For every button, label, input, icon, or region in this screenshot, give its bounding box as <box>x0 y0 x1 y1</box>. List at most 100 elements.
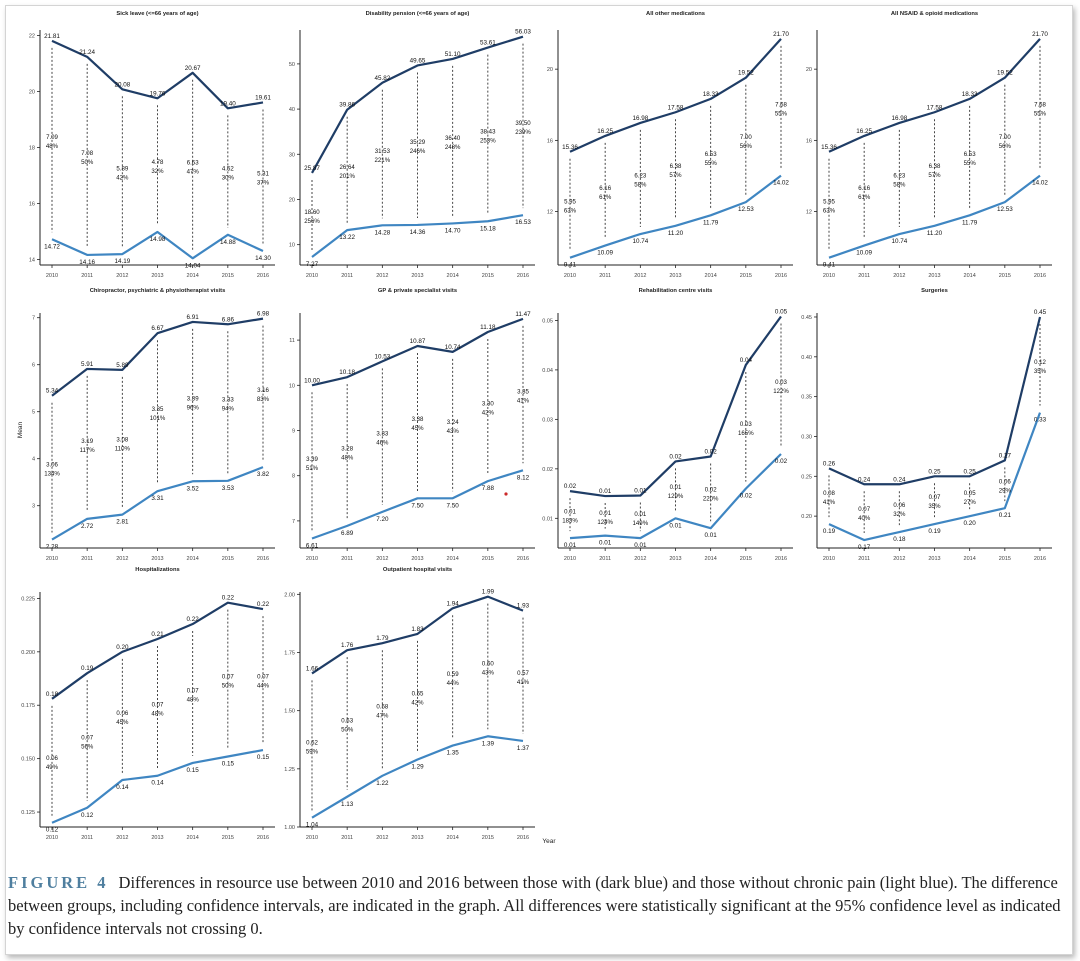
percent-label: 63% <box>823 208 836 215</box>
value-label-without-pain: 0.14 <box>116 784 129 791</box>
value-label-with-pain: 10.87 <box>410 338 426 345</box>
percent-label: 201% <box>339 173 355 180</box>
y-tick-label: 20 <box>806 67 812 73</box>
y-tick-label: 0.04 <box>542 368 553 374</box>
difference-label: 18.60 <box>304 209 320 216</box>
value-label-without-pain: 1.37 <box>517 745 530 752</box>
difference-label: 0.07 <box>858 506 870 513</box>
value-label-with-pain: 1.93 <box>517 603 530 610</box>
value-label-with-pain: 1.76 <box>341 642 354 649</box>
difference-label: 3.39 <box>187 396 199 403</box>
difference-label: 0.01 <box>634 511 646 518</box>
x-tick-label: 2015 <box>222 273 234 279</box>
percent-label: 134% <box>44 471 60 478</box>
value-label-without-pain: 0.12 <box>46 827 59 834</box>
value-label-without-pain: 0.21 <box>999 512 1012 519</box>
difference-label: 6.16 <box>858 185 870 192</box>
percent-label: 56% <box>999 143 1012 150</box>
panel-title: Outpatient hospital visits <box>383 567 452 573</box>
difference-label: 26.64 <box>340 164 356 171</box>
percent-label: 239% <box>515 129 531 136</box>
percent-label: 220% <box>703 495 719 502</box>
percent-label: 48% <box>341 455 354 462</box>
x-tick-label: 2016 <box>517 273 529 279</box>
difference-label: 6.16 <box>599 185 611 192</box>
difference-label: 39.50 <box>515 120 531 127</box>
value-label-without-pain: 8.12 <box>517 474 530 481</box>
difference-label: 7.00 <box>740 134 752 141</box>
x-tick-label: 2014 <box>447 556 459 562</box>
panel-3: All other medications 12 16 20 2010 2011 2012 2… <box>547 11 793 279</box>
value-label-with-pain: 21.70 <box>773 31 789 38</box>
x-tick-label: 2012 <box>116 273 128 279</box>
x-tick-label: 2012 <box>634 273 646 279</box>
y-tick-label: 1.50 <box>284 709 295 715</box>
percent-label: 56% <box>740 143 753 150</box>
value-label-with-pain: 0.22 <box>222 595 235 602</box>
percent-label: 41% <box>517 398 530 405</box>
value-label-without-pain: 1.04 <box>306 822 319 829</box>
percent-label: 122% <box>773 388 789 395</box>
x-tick-label: 2012 <box>376 835 388 841</box>
value-label-without-pain: 1.13 <box>341 801 354 808</box>
x-tick-label: 2010 <box>306 835 318 841</box>
value-label-without-pain: 0.19 <box>928 528 941 535</box>
percent-label: 63% <box>564 208 577 215</box>
x-tick-label: 2010 <box>306 556 318 562</box>
value-label-without-pain: 14.04 <box>185 262 201 269</box>
difference-label: 6.53 <box>705 151 717 158</box>
percent-label: 40% <box>858 515 871 522</box>
value-label-without-pain: 1.29 <box>411 764 424 771</box>
percent-label: 55% <box>1034 110 1047 117</box>
value-label-with-pain: 51.10 <box>445 51 461 58</box>
value-label-with-pain: 0.25 <box>928 468 941 475</box>
y-tick-label: 16 <box>29 201 35 207</box>
y-tick-label: 6 <box>32 363 35 369</box>
percent-label: 248% <box>445 144 461 151</box>
x-tick-label: 2013 <box>411 556 423 562</box>
value-label-with-pain: 17.58 <box>927 104 943 111</box>
y-tick-label: 8 <box>292 474 295 480</box>
value-label-without-pain: 3.82 <box>257 471 270 478</box>
x-tick-label: 2014 <box>705 273 717 279</box>
value-label-with-pain: 0.02 <box>564 483 577 490</box>
x-tick-label: 2010 <box>564 273 576 279</box>
value-label-with-pain: 0.18 <box>46 691 59 698</box>
x-tick-label: 2012 <box>893 273 905 279</box>
value-label-without-pain: 0.33 <box>1034 417 1047 424</box>
x-tick-label: 2010 <box>46 835 58 841</box>
y-tick-label: 0.40 <box>801 355 812 361</box>
figure-frame <box>5 5 1073 955</box>
value-label-without-pain: 0.01 <box>705 532 718 539</box>
panel-title: Surgeries <box>921 288 948 294</box>
difference-label: 0.12 <box>1034 359 1046 366</box>
difference-label: 5.31 <box>257 171 269 178</box>
x-tick-label: 2014 <box>187 835 199 841</box>
x-tick-label: 2015 <box>222 835 234 841</box>
x-tick-label: 2015 <box>999 556 1011 562</box>
value-label-without-pain: 0.14 <box>151 780 164 787</box>
percent-label: 61% <box>599 194 612 201</box>
percent-label: 48% <box>46 143 59 150</box>
line-with-pain <box>828 38 1041 153</box>
value-label-without-pain: 2.81 <box>116 519 129 526</box>
value-label-without-pain: 0.20 <box>964 520 977 527</box>
percent-label: 42% <box>116 175 129 182</box>
value-label-without-pain: 0.18 <box>893 536 906 543</box>
value-label-with-pain: 53.61 <box>480 40 496 47</box>
difference-label: 0.06 <box>999 478 1011 485</box>
value-label-without-pain: 14.70 <box>445 227 461 234</box>
percent-label: 96% <box>187 405 200 412</box>
percent-label: 149% <box>633 520 649 527</box>
difference-label: 35.29 <box>410 139 426 146</box>
panel-4: All NSAID & opioid medications 12 16 20 2010… <box>806 11 1052 279</box>
y-tick-label: 4 <box>32 457 35 463</box>
value-label-without-pain: 0.17 <box>858 544 871 551</box>
value-label-without-pain: 0.15 <box>257 754 270 761</box>
value-label-without-pain: 11.20 <box>668 230 684 237</box>
x-tick-label: 2012 <box>376 556 388 562</box>
value-label-with-pain: 11.47 <box>515 311 531 318</box>
value-label-without-pain: 0.19 <box>823 528 836 535</box>
percent-label: 50% <box>81 159 94 166</box>
percent-label: 51% <box>306 465 319 472</box>
